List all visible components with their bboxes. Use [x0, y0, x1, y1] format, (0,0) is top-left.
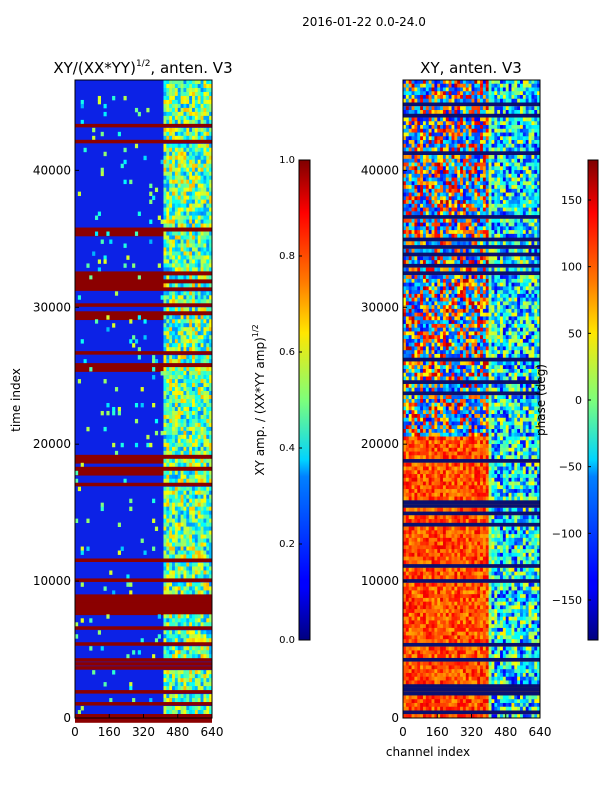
y-tick-label: 0 [391, 711, 399, 725]
colorbar-tick-label: −100 [552, 527, 582, 540]
colorbar-tick-label: 1.0 [279, 155, 295, 166]
colorbar-tick-label: −50 [559, 461, 582, 474]
y-tick-label: 0 [63, 711, 71, 725]
right-panel: XY, anten. V3 0 160 320 480 640 0 10000 20000 3… [361, 59, 552, 759]
right-colorbar-label: phase (deg) [534, 364, 548, 436]
colorbar-tick-label: 100 [561, 261, 582, 274]
y-tick-label: 10000 [361, 574, 399, 588]
y-tick-label: 40000 [33, 163, 71, 177]
left-panel: XY/(XX*YY)1/2, anten. V3 0 160 320 480 640 0… [9, 59, 233, 739]
colorbar-tick-label: 0.0 [279, 635, 295, 646]
colorbar-tick-label: 0.6 [279, 347, 295, 358]
right-title: XY, anten. V3 [420, 59, 522, 77]
colorbar-tick-label: 0.4 [279, 443, 295, 454]
left-colorbar: 0.0 0.2 0.4 0.6 0.8 1.0 XY amp. / (XX*YY amp)… [251, 155, 311, 646]
left-colorbar-gradient [298, 159, 311, 641]
colorbar-tick-label: 150 [561, 194, 582, 207]
right-xlabel: channel index [386, 745, 470, 759]
x-tick-label: 160 [98, 725, 121, 739]
x-tick-label: 320 [132, 725, 155, 739]
x-tick-label: 0 [399, 725, 407, 739]
left-y-axis: 0 10000 20000 30000 40000 [33, 163, 79, 725]
x-tick-label: 640 [201, 725, 224, 739]
left-heatmap-image [75, 80, 213, 723]
right-x-axis: 0 160 320 480 640 [399, 714, 551, 739]
y-tick-label: 30000 [361, 300, 399, 314]
left-title: XY/(XX*YY)1/2, anten. V3 [53, 59, 232, 77]
colorbar-tick-label: 0.8 [279, 251, 295, 262]
x-tick-label: 160 [426, 725, 449, 739]
colorbar-tick-label: 0 [575, 394, 582, 407]
left-x-axis: 0 160 320 480 640 [71, 714, 223, 739]
y-tick-label: 40000 [361, 163, 399, 177]
y-tick-label: 10000 [33, 574, 71, 588]
figure-suptitle: 2016-01-22 0.0-24.0 [302, 15, 426, 29]
x-tick-label: 480 [166, 725, 189, 739]
colorbar-tick-label: −150 [552, 594, 582, 607]
x-tick-label: 320 [460, 725, 483, 739]
x-tick-label: 480 [494, 725, 517, 739]
left-ylabel: time index [9, 368, 23, 432]
y-tick-label: 20000 [361, 437, 399, 451]
colorbar-tick-label: 50 [568, 327, 582, 340]
right-colorbar-ticks: 150 100 50 0 −50 −100 −150 [552, 194, 591, 607]
x-tick-label: 0 [71, 725, 79, 739]
colorbar-tick-label: 0.2 [279, 539, 295, 550]
x-tick-label: 640 [529, 725, 552, 739]
left-colorbar-ticks: 0.0 0.2 0.4 0.6 0.8 1.0 [279, 155, 302, 646]
right-heatmap-image [403, 80, 541, 719]
left-colorbar-label: XY amp. / (XX*YY amp)1/2 [251, 324, 267, 475]
right-y-axis: 0 10000 20000 30000 40000 [361, 163, 407, 725]
y-tick-label: 30000 [33, 300, 71, 314]
y-tick-label: 20000 [33, 437, 71, 451]
right-colorbar: 150 100 50 0 −50 −100 −150 phase (deg) [534, 159, 599, 641]
